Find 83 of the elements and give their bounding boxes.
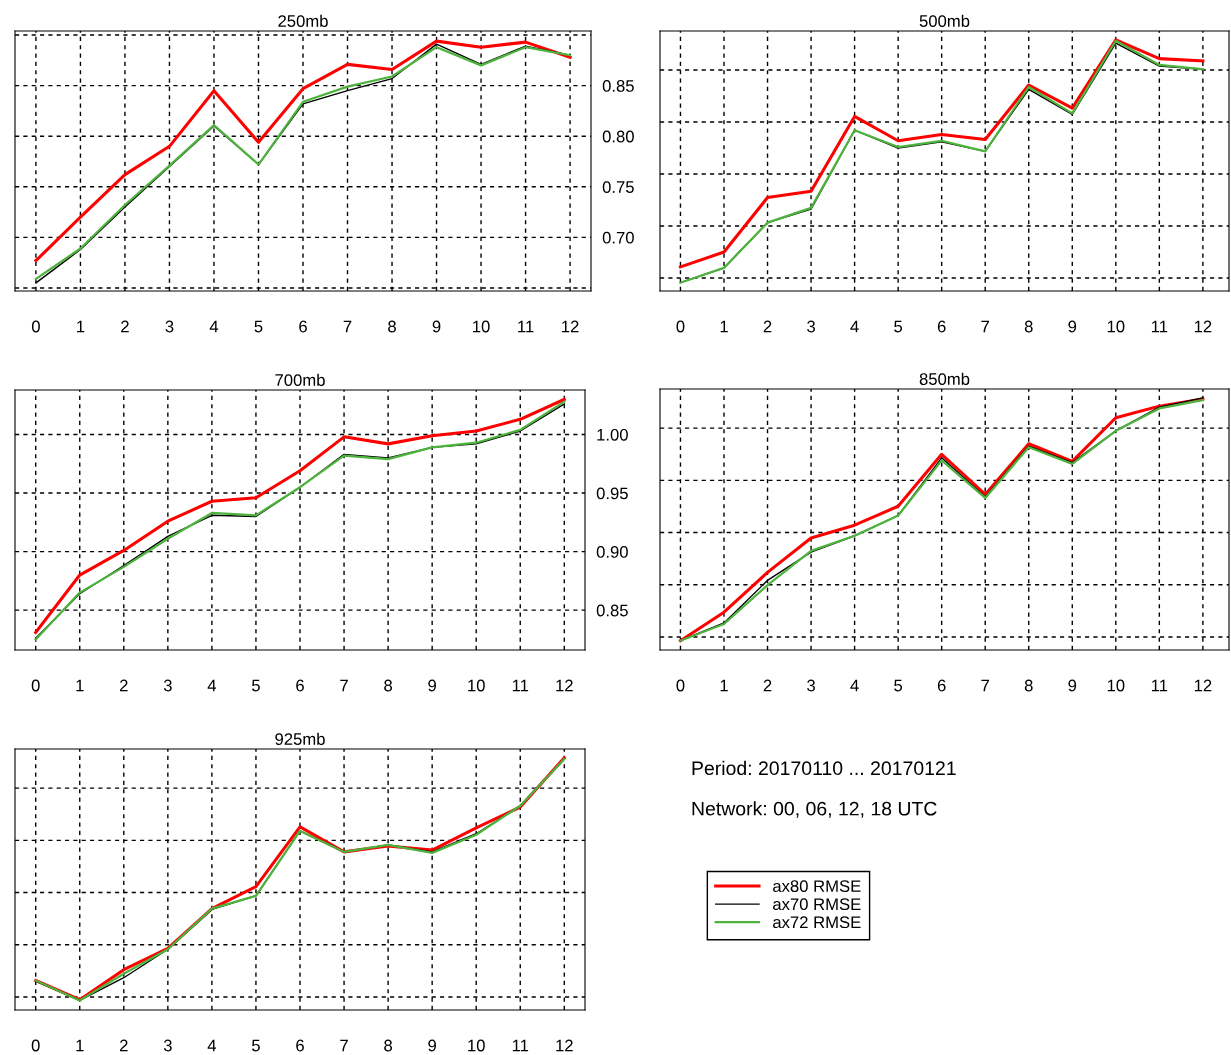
x-tick-label: 12 xyxy=(556,679,573,692)
x-tick-label: 8 xyxy=(384,1039,393,1052)
chart-title: 850mb xyxy=(919,372,970,385)
x-tick-label: 0 xyxy=(31,1039,40,1052)
x-tick-label: 5 xyxy=(894,320,903,333)
legend-label: ax80 RMSE xyxy=(773,880,861,893)
x-tick-label: 1 xyxy=(76,1039,84,1052)
x-tick-label: 8 xyxy=(1024,320,1033,333)
x-tick-label: 3 xyxy=(163,679,172,692)
x-tick-label: 11 xyxy=(512,679,529,692)
chart-title: 700mb xyxy=(275,373,325,386)
x-tick-label: 4 xyxy=(207,1039,217,1052)
x-tick-label: 2 xyxy=(120,1039,128,1052)
x-tick-label: 8 xyxy=(1024,679,1033,692)
x-tick-label: 10 xyxy=(473,320,490,333)
x-tick-label: 0 xyxy=(31,679,40,692)
x-tick-label: 7 xyxy=(981,320,989,333)
x-tick-label: 6 xyxy=(296,679,304,692)
x-tick-label: 5 xyxy=(251,679,260,692)
y-tick-label: 0.85 xyxy=(596,604,628,617)
x-tick-label: 2 xyxy=(763,320,772,333)
x-tick-label: 9 xyxy=(432,320,441,333)
x-tick-label: 12 xyxy=(562,320,579,333)
x-tick-label: 4 xyxy=(850,320,859,333)
y-tick-label: 1.00 xyxy=(597,428,628,441)
x-tick-label: 7 xyxy=(340,679,348,692)
x-tick-label: 11 xyxy=(1151,320,1168,333)
x-tick-label: 1 xyxy=(720,320,728,333)
x-tick-label: 0 xyxy=(676,679,685,692)
x-tick-label: 2 xyxy=(121,320,129,333)
x-tick-label: 6 xyxy=(296,1039,304,1052)
x-tick-label: 5 xyxy=(251,1039,260,1052)
x-tick-label: 1 xyxy=(720,679,728,692)
x-tick-label: 6 xyxy=(937,320,946,333)
x-tick-label: 7 xyxy=(981,679,989,692)
x-tick-label: 12 xyxy=(1194,320,1212,333)
legend-label: ax70 RMSE xyxy=(773,898,861,911)
x-tick-label: 11 xyxy=(512,1039,529,1052)
x-tick-label: 4 xyxy=(207,679,217,692)
x-tick-label: 11 xyxy=(518,320,534,333)
x-tick-label: 8 xyxy=(384,679,393,692)
x-tick-label: 7 xyxy=(343,320,352,333)
text: Network: 00, 06, 12, 18 UTC xyxy=(692,801,937,818)
x-tick-label: 3 xyxy=(807,320,815,333)
x-tick-label: 3 xyxy=(163,1039,172,1052)
y-tick-label: 0.80 xyxy=(602,130,634,143)
x-tick-label: 6 xyxy=(299,320,307,333)
x-tick-label: 3 xyxy=(165,320,174,333)
x-tick-label: 8 xyxy=(388,320,396,333)
y-tick-label: 0.70 xyxy=(602,231,634,244)
y-tick-label: 0.90 xyxy=(596,546,628,558)
x-tick-label: 2 xyxy=(763,679,772,692)
x-tick-label: 1 xyxy=(77,320,85,333)
x-tick-label: 10 xyxy=(1107,679,1125,692)
x-tick-label: 10 xyxy=(468,679,485,692)
x-tick-label: 0 xyxy=(31,320,40,333)
x-tick-label: 0 xyxy=(676,320,685,333)
chart-title: 500mb xyxy=(919,14,970,27)
x-tick-label: 2 xyxy=(120,679,128,692)
x-tick-label: 1 xyxy=(76,679,84,692)
text: Period: 20170110 ... 20170121 xyxy=(692,760,956,776)
x-tick-label: 9 xyxy=(428,679,436,692)
y-tick-label: 0.95 xyxy=(596,487,628,500)
x-tick-label: 4 xyxy=(209,320,219,333)
x-tick-label: 9 xyxy=(428,1039,436,1052)
chart-title: 925mb xyxy=(275,732,325,745)
x-tick-label: 11 xyxy=(1151,679,1168,692)
x-tick-label: 9 xyxy=(1068,320,1077,333)
x-tick-label: 4 xyxy=(850,679,859,692)
y-tick-label: 0.75 xyxy=(602,181,634,193)
legend-label: ax72 RMSE xyxy=(773,916,861,929)
x-tick-label: 7 xyxy=(340,1039,348,1052)
y-tick-label: 0.85 xyxy=(602,80,634,92)
x-tick-label: 12 xyxy=(556,1039,573,1052)
x-tick-label: 5 xyxy=(254,320,263,333)
x-tick-label: 10 xyxy=(1107,320,1125,333)
chart-title: 250mb xyxy=(278,14,328,27)
x-tick-label: 3 xyxy=(807,679,815,692)
x-tick-label: 10 xyxy=(468,1039,485,1052)
x-tick-label: 5 xyxy=(894,679,903,692)
x-tick-label: 6 xyxy=(937,679,946,692)
x-tick-label: 12 xyxy=(1194,679,1212,692)
x-tick-label: 9 xyxy=(1068,679,1077,692)
